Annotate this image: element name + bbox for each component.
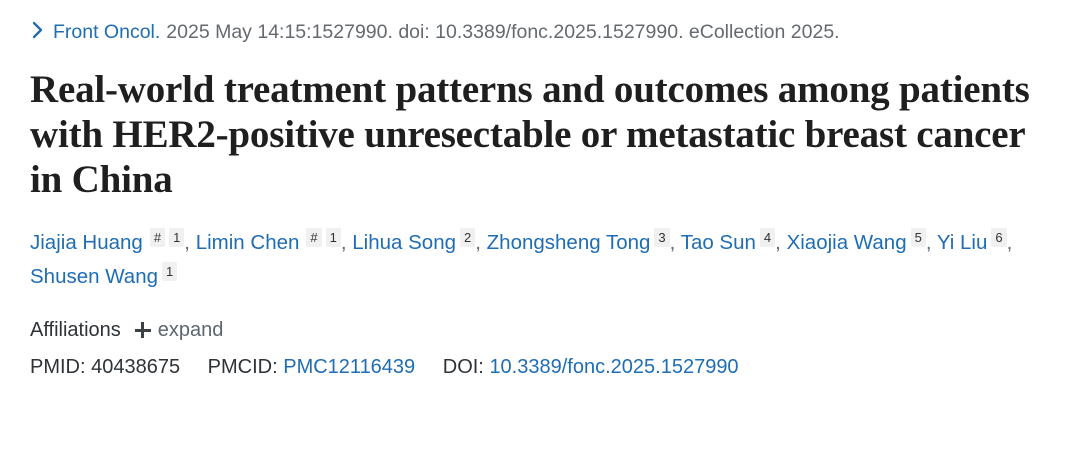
author-name[interactable]: Tao Sun — [680, 231, 756, 254]
plus-icon — [134, 322, 151, 338]
author-name[interactable]: Jiajia Huang — [30, 231, 143, 254]
chevron-right-icon[interactable] — [30, 20, 47, 40]
author-affiliation-mark[interactable]: 3 — [654, 228, 670, 247]
expand-label: expand — [157, 319, 224, 341]
author-name[interactable]: Limin Chen — [195, 231, 300, 254]
doi-label: DOI: — [442, 356, 484, 378]
author-affiliation-mark[interactable]: 1 — [169, 228, 185, 247]
author-affiliation-mark[interactable]: 5 — [910, 228, 926, 247]
author-separator: , — [669, 231, 681, 254]
author-separator: , — [775, 231, 787, 254]
doi-link[interactable]: 10.3389/fonc.2025.1527990 — [489, 356, 739, 378]
affiliations-row: Affiliations expand — [30, 294, 1050, 344]
author-equal-contrib-mark[interactable]: # — [306, 228, 322, 247]
author-affiliation-mark[interactable]: 4 — [759, 228, 776, 247]
author-name[interactable]: Zhongsheng Tong — [486, 231, 651, 254]
author-affiliation-mark[interactable]: 6 — [991, 228, 1007, 247]
author-name[interactable]: Shusen Wang — [30, 265, 159, 288]
pmcid-label: PMCID: — [207, 356, 278, 378]
pmid-label: PMID: — [30, 356, 86, 378]
author-affiliation-mark[interactable]: 1 — [162, 262, 178, 281]
author-equal-contrib-mark[interactable]: # — [149, 228, 166, 247]
journal-link[interactable]: Front Oncol. — [53, 21, 161, 43]
author-separator: , — [475, 231, 487, 254]
author-separator: , — [1006, 231, 1013, 254]
pmcid-link[interactable]: PMC12116439 — [283, 356, 416, 378]
affiliations-label: Affiliations — [30, 319, 121, 341]
author-separator: , — [925, 231, 937, 254]
expand-affiliations-button[interactable]: expand — [134, 316, 224, 344]
author-list: Jiajia Huang #1, Limin Chen #1, Lihua Song… — [30, 202, 1050, 294]
page-title: Real-world treatment patterns and outcom… — [30, 68, 1030, 201]
author-separator: , — [184, 231, 196, 254]
pmcid-group: PMCID: PMC12116439 — [208, 356, 421, 378]
identifiers-row: PMID: 40438675 PMCID: PMC12116439 DOI: 1… — [30, 344, 1050, 381]
citation-details: 2025 May 14:15:1527990. doi: 10.3389/fon… — [166, 21, 840, 43]
author-name[interactable]: Xiaojia Wang — [786, 231, 907, 254]
author-separator: , — [340, 231, 353, 254]
author-affiliation-mark[interactable]: 2 — [460, 228, 476, 247]
pmid-value: 40438675 — [91, 356, 181, 378]
author-name[interactable]: Lihua Song — [352, 231, 457, 254]
citation-line: Front Oncol. 2025 May 14:15:1527990. doi… — [30, 0, 1050, 45]
pmid-group: PMID: 40438675 — [30, 356, 186, 378]
doi-group: DOI: 10.3389/fonc.2025.1527990 — [443, 356, 739, 378]
author-affiliation-mark[interactable]: 1 — [325, 228, 341, 247]
author-name[interactable]: Yi Liu — [936, 231, 988, 254]
